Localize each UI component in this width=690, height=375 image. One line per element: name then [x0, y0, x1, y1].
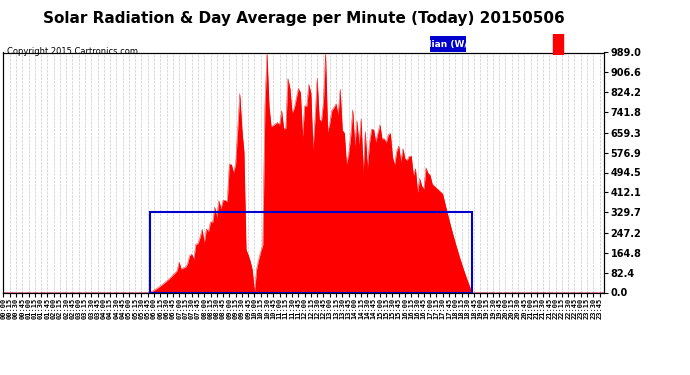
Text: Solar Radiation & Day Average per Minute (Today) 20150506: Solar Radiation & Day Average per Minute… [43, 11, 564, 26]
Text: Radiation (W/m2): Radiation (W/m2) [582, 40, 671, 49]
Text: Copyright 2015 Cartronics.com: Copyright 2015 Cartronics.com [7, 47, 138, 56]
Text: Median (W/m2): Median (W/m2) [410, 40, 487, 49]
FancyBboxPatch shape [431, 36, 466, 52]
Bar [150, 213, 472, 292]
